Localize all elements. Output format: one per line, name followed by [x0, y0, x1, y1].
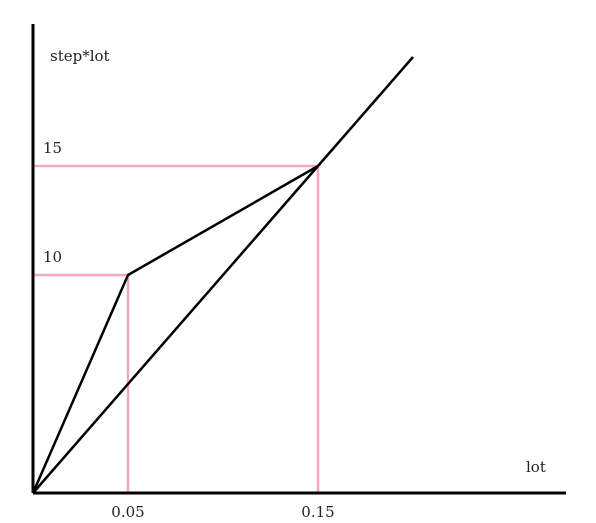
y-tick-label-1: 10: [43, 248, 62, 266]
x-tick-label-2: 0.15: [301, 503, 334, 521]
y-tick-label-2: 15: [43, 139, 62, 157]
series-line-2: [32, 56, 414, 494]
series-line-1: [31, 164, 319, 494]
series-lines: [31, 56, 414, 494]
x-tick-label-1: 0.05: [111, 503, 144, 521]
x-axis-label: lot: [526, 458, 546, 476]
reference-lines: [33, 164, 320, 493]
y-axis-label: step*lot: [50, 47, 110, 65]
tick-labels: 0.05 0.15 10 15: [43, 139, 335, 521]
